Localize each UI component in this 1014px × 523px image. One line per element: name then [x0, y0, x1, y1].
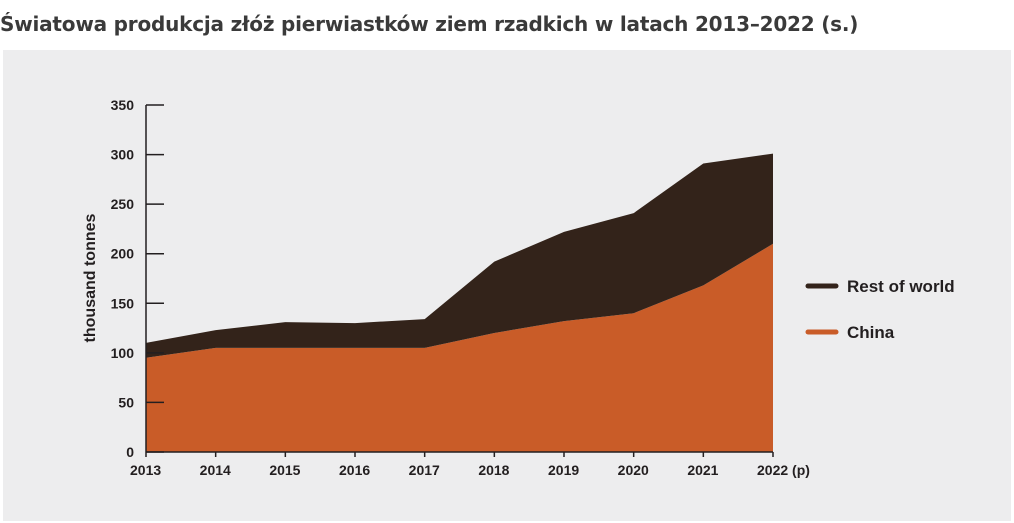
- x-axis: 2013 2014 2015 2016 2017 2018 2019 2020 2021 2022…: [130, 451, 810, 478]
- x-tick-label: 2017: [409, 462, 440, 478]
- y-axis: 0 50 100 150 200 250 300 350: [111, 97, 164, 460]
- x-tick-label: 2019: [548, 462, 579, 478]
- y-tick-label: 150: [111, 295, 135, 311]
- x-tick-label: 2013: [130, 462, 161, 478]
- legend: Rest of world China: [805, 277, 955, 342]
- legend-label-china: China: [847, 323, 895, 342]
- x-tick-label: 2021: [687, 462, 718, 478]
- y-tick-label: 300: [111, 147, 135, 163]
- y-tick-label: 200: [111, 246, 135, 262]
- legend-label-rest-of-world: Rest of world: [847, 277, 955, 296]
- y-tick-label: 350: [111, 97, 135, 113]
- y-tick-label: 50: [118, 394, 134, 410]
- area-rest-of-world: [146, 153, 773, 358]
- x-tick-label: 2018: [478, 462, 509, 478]
- x-tick-label: 2016: [339, 462, 370, 478]
- y-tick-label: 250: [111, 196, 135, 212]
- x-tick-label: 2022 (p): [757, 462, 810, 478]
- series-areas: [146, 153, 773, 452]
- x-tick-label: 2020: [618, 462, 649, 478]
- area-china: [146, 243, 773, 452]
- chart-panel: 0 50 100 150 200 250 300 350 2013 2014 2015 2016 20…: [3, 50, 1011, 521]
- page-title: Światowa produkcja złóż pierwiastków zie…: [0, 12, 859, 36]
- y-tick-label: 100: [111, 345, 135, 361]
- y-tick-label: 0: [126, 444, 134, 460]
- x-tick-label: 2014: [200, 462, 231, 478]
- y-axis-title: thousand tonnes: [82, 213, 99, 342]
- x-tick-label: 2015: [269, 462, 300, 478]
